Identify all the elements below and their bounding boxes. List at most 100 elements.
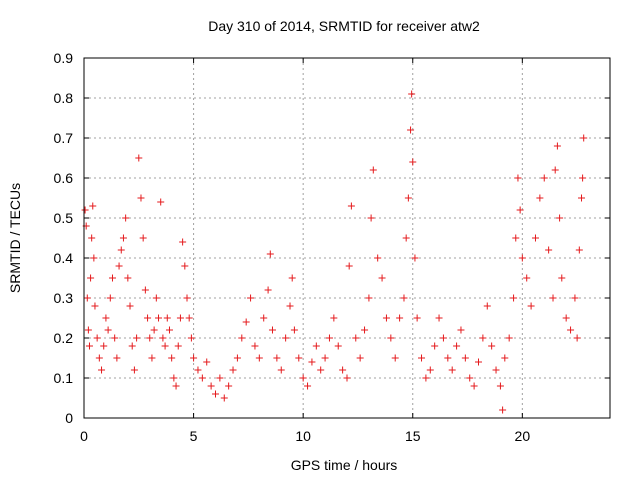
- data-point: [282, 334, 290, 342]
- data-point: [540, 174, 548, 182]
- data-point: [176, 314, 184, 322]
- data-point: [98, 366, 106, 374]
- x-tick-label: 10: [295, 428, 311, 444]
- data-point: [124, 274, 132, 282]
- data-point: [119, 234, 127, 242]
- data-point: [545, 246, 553, 254]
- data-point: [347, 202, 355, 210]
- data-point: [290, 326, 298, 334]
- data-point: [558, 274, 566, 282]
- data-point: [461, 354, 469, 362]
- data-point: [578, 194, 586, 202]
- data-point: [483, 302, 491, 310]
- data-point: [95, 354, 103, 362]
- data-point: [514, 174, 522, 182]
- data-point: [556, 214, 564, 222]
- data-point: [83, 294, 91, 302]
- data-point: [146, 334, 154, 342]
- data-point: [88, 234, 96, 242]
- data-point: [408, 90, 416, 98]
- data-point: [367, 214, 375, 222]
- data-point: [161, 342, 169, 350]
- data-point: [117, 246, 125, 254]
- data-point: [268, 326, 276, 334]
- data-point: [413, 314, 421, 322]
- data-point: [168, 354, 176, 362]
- data-point: [266, 250, 274, 258]
- data-point: [233, 354, 241, 362]
- data-point: [580, 134, 588, 142]
- data-point: [418, 354, 426, 362]
- data-point: [198, 374, 206, 382]
- data-point: [87, 274, 95, 282]
- data-point: [378, 274, 386, 282]
- data-point: [111, 334, 119, 342]
- data-point: [81, 206, 89, 214]
- data-point: [457, 326, 465, 334]
- data-point: [518, 254, 526, 262]
- data-point: [85, 342, 93, 350]
- data-point: [84, 326, 92, 334]
- data-point: [531, 234, 539, 242]
- x-tick-label: 5: [190, 428, 198, 444]
- data-point: [220, 394, 228, 402]
- data-point: [411, 254, 419, 262]
- data-point: [536, 194, 544, 202]
- data-point: [321, 354, 329, 362]
- data-point: [396, 314, 404, 322]
- y-tick-label: 0: [65, 410, 73, 426]
- data-point: [113, 354, 121, 362]
- data-point: [260, 314, 268, 322]
- y-tick-label: 0.6: [54, 170, 74, 186]
- data-point: [435, 314, 443, 322]
- data-point: [157, 198, 165, 206]
- data-point: [122, 214, 130, 222]
- data-point: [549, 294, 557, 302]
- x-axis-label: GPS time / hours: [291, 457, 398, 473]
- data-point: [510, 294, 518, 302]
- data-point: [255, 354, 263, 362]
- data-point: [170, 374, 178, 382]
- data-point: [512, 234, 520, 242]
- x-tick-label: 0: [80, 428, 88, 444]
- data-point: [179, 238, 187, 246]
- plot-frame: [83, 57, 611, 419]
- data-point: [573, 334, 581, 342]
- chart-title: Day 310 of 2014, SRMTID for receiver atw…: [208, 18, 480, 34]
- data-point: [163, 314, 171, 322]
- data-point: [108, 274, 116, 282]
- data-point: [562, 314, 570, 322]
- y-axis-label: SRMTID / TECUs: [7, 183, 23, 293]
- data-point: [308, 358, 316, 366]
- data-point: [93, 334, 101, 342]
- x-tick-label: 15: [405, 428, 421, 444]
- data-point: [575, 246, 583, 254]
- data-point: [431, 342, 439, 350]
- y-tick-label: 0.2: [54, 330, 74, 346]
- grid-lines: [84, 58, 610, 418]
- data-point: [496, 382, 504, 390]
- data-point: [339, 366, 347, 374]
- data-point: [90, 254, 98, 262]
- data-point: [104, 326, 112, 334]
- data-point: [345, 262, 353, 270]
- data-points: [81, 90, 588, 414]
- data-point: [551, 166, 559, 174]
- data-point: [133, 334, 141, 342]
- data-point: [212, 390, 219, 398]
- data-point: [137, 194, 145, 202]
- data-point: [317, 366, 325, 374]
- data-point: [106, 294, 114, 302]
- data-point: [174, 342, 182, 350]
- data-point: [128, 342, 136, 350]
- x-tick-label: 20: [515, 428, 531, 444]
- data-point: [304, 382, 312, 390]
- data-point: [115, 262, 123, 270]
- data-point: [181, 262, 189, 270]
- data-point: [448, 366, 456, 374]
- data-point: [251, 342, 259, 350]
- data-point: [391, 354, 399, 362]
- data-point: [126, 302, 134, 310]
- data-point: [404, 194, 412, 202]
- data-point: [334, 342, 342, 350]
